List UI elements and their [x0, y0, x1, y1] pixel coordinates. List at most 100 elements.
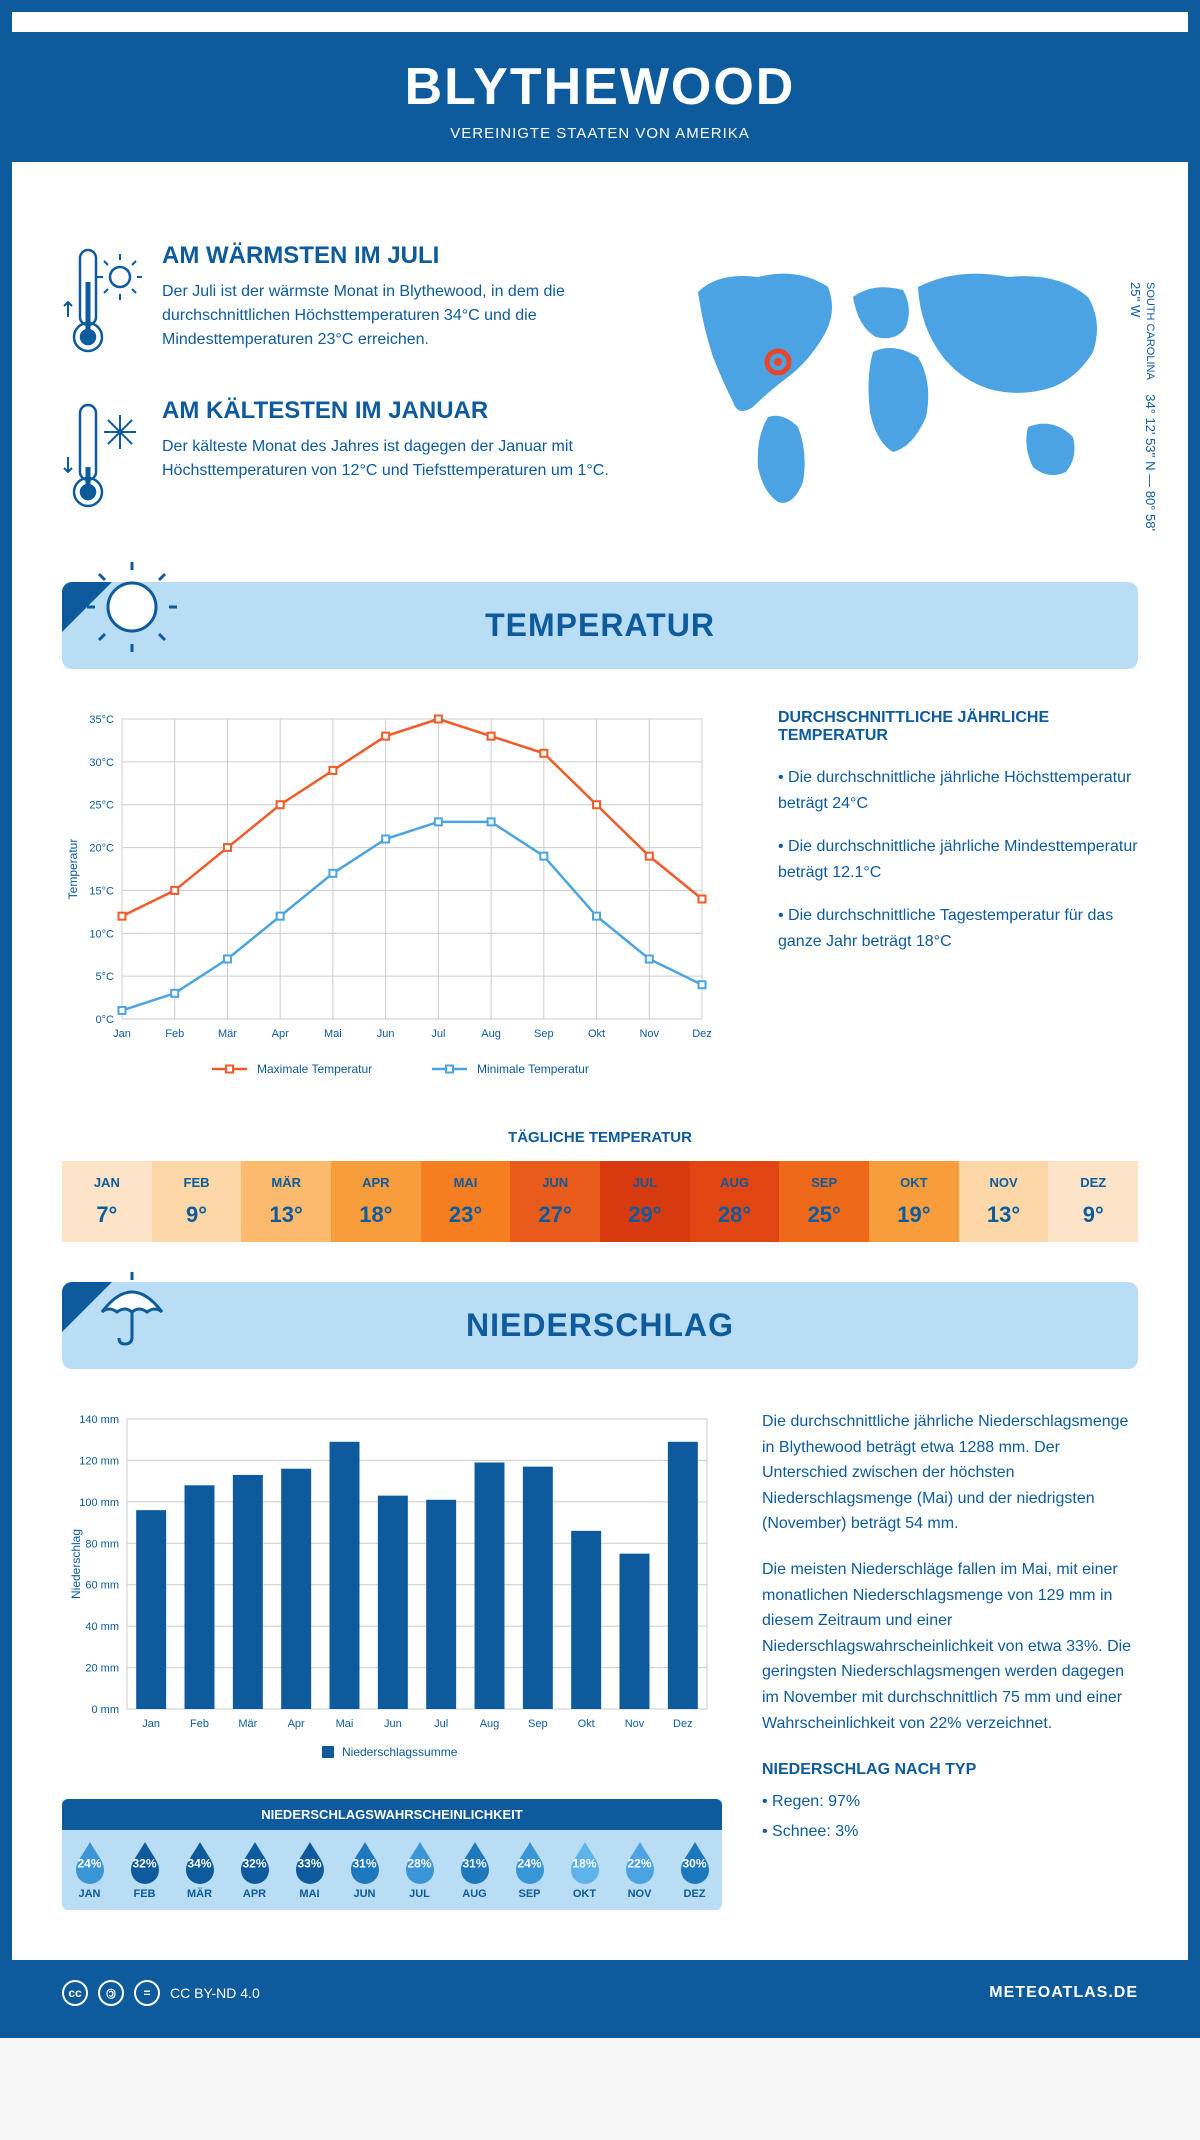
raindrop-icon: 31%: [457, 1840, 493, 1884]
svg-text:120 mm: 120 mm: [79, 1455, 119, 1467]
probability-month: JAN: [62, 1888, 117, 1900]
daily-temp-cell: OKT19°: [869, 1161, 959, 1242]
svg-text:Mär: Mär: [218, 1028, 237, 1040]
probability-cell: 31% AUG: [447, 1840, 502, 1900]
svg-text:Okt: Okt: [578, 1718, 595, 1730]
svg-text:0 mm: 0 mm: [92, 1704, 120, 1716]
svg-text:Nov: Nov: [639, 1028, 659, 1040]
probability-value: 31%: [352, 1856, 376, 1870]
precip-para-1: Die durchschnittliche jährliche Niedersc…: [762, 1409, 1138, 1537]
avg-bullet-2: • Die durchschnittliche jährliche Mindes…: [778, 834, 1138, 885]
daily-temp-cell: MÄR13°: [241, 1161, 331, 1242]
probability-month: JUN: [337, 1888, 392, 1900]
umbrella-icon: [87, 1262, 177, 1352]
page: BLYTHEWOOD VEREINIGTE STAATEN VON AMERIK…: [0, 0, 1200, 2038]
daily-temp-month: JUN: [510, 1175, 600, 1190]
svg-text:30°C: 30°C: [89, 757, 114, 769]
precip-para-2: Die meisten Niederschläge fallen im Mai,…: [762, 1557, 1138, 1736]
sun-icon: [87, 562, 177, 652]
precip-header-title: NIEDERSCHLAG: [62, 1307, 1138, 1344]
probability-cell: 34% MÄR: [172, 1840, 227, 1900]
coldest-text: Der kälteste Monat des Jahres ist dagege…: [162, 435, 618, 483]
coldest-title: AM KÄLTESTEN IM JANUAR: [162, 397, 618, 425]
svg-text:60 mm: 60 mm: [85, 1580, 119, 1592]
temp-averages-text: DURCHSCHNITTLICHE JÄHRLICHE TEMPERATUR •…: [778, 709, 1138, 1094]
svg-text:Feb: Feb: [190, 1718, 209, 1730]
svg-text:Aug: Aug: [481, 1028, 501, 1040]
probability-cell: 18% OKT: [557, 1840, 612, 1900]
probability-cell: 32% FEB: [117, 1840, 172, 1900]
probability-month: AUG: [447, 1888, 502, 1900]
daily-temp-value: 13°: [959, 1202, 1049, 1228]
raindrop-icon: 32%: [237, 1840, 273, 1884]
raindrop-icon: 22%: [622, 1840, 658, 1884]
daily-temp-cell: JUN27°: [510, 1161, 600, 1242]
city-title: BLYTHEWOOD: [2, 57, 1198, 117]
raindrop-icon: 33%: [292, 1840, 328, 1884]
probability-cell: 24% SEP: [502, 1840, 557, 1900]
daily-temp-value: 7°: [62, 1202, 152, 1228]
footer: cc 🄯 = CC BY-ND 4.0 METEOATLAS.DE: [12, 1960, 1188, 2026]
by-icon: 🄯: [98, 1980, 124, 2006]
daily-temp-value: 28°: [690, 1202, 780, 1228]
coordinates: SOUTH CAROLINA 34° 12' 53'' N — 80° 58' …: [1128, 282, 1158, 552]
probability-month: JUL: [392, 1888, 447, 1900]
raindrop-icon: 30%: [677, 1840, 713, 1884]
raindrop-icon: 24%: [72, 1840, 108, 1884]
svg-text:Mai: Mai: [324, 1028, 342, 1040]
precipitation-bar-chart: 0 mm20 mm40 mm60 mm80 mm100 mm120 mm140 …: [62, 1409, 722, 1774]
precip-type-title: NIEDERSCHLAG NACH TYP: [762, 1761, 1138, 1779]
warmest-text: Der Juli ist der wärmste Monat in Blythe…: [162, 280, 618, 352]
svg-text:100 mm: 100 mm: [79, 1497, 119, 1509]
daily-temp-month: JUL: [600, 1175, 690, 1190]
daily-temp-month: OKT: [869, 1175, 959, 1190]
warmest-block: AM WÄRMSTEN IM JULI Der Juli ist der wär…: [62, 242, 618, 367]
probability-value: 22%: [627, 1856, 651, 1870]
svg-text:10°C: 10°C: [89, 928, 114, 940]
precip-type-2: • Schnee: 3%: [762, 1819, 1138, 1845]
daily-temp-cell: NOV 13°: [959, 1161, 1049, 1242]
probability-value: 33%: [297, 1856, 321, 1870]
daily-temp-month: DEZ: [1048, 1175, 1138, 1190]
daily-temp-cell: JAN 7°: [62, 1161, 152, 1242]
daily-temp-title: TÄGLICHE TEMPERATUR: [62, 1129, 1138, 1146]
raindrop-icon: 31%: [347, 1840, 383, 1884]
daily-temp-row: JAN7°FEB9°MÄR13°APR18°MAI23°JUN27°JUL29°…: [62, 1161, 1138, 1242]
precip-text: Die durchschnittliche jährliche Niedersc…: [762, 1409, 1138, 1910]
precip-section-header: NIEDERSCHLAG: [62, 1282, 1138, 1369]
svg-text:40 mm: 40 mm: [85, 1621, 119, 1633]
daily-temp-month: NOV: [959, 1175, 1049, 1190]
svg-text:15°C: 15°C: [89, 885, 114, 897]
svg-text:Aug: Aug: [480, 1718, 500, 1730]
svg-text:140 mm: 140 mm: [79, 1414, 119, 1426]
svg-text:80 mm: 80 mm: [85, 1538, 119, 1550]
svg-text:Jul: Jul: [431, 1028, 445, 1040]
avg-bullet-3: • Die durchschnittliche Tagestemperatur …: [778, 903, 1138, 954]
probability-cell: 33% MAI: [282, 1840, 337, 1900]
svg-text:Sep: Sep: [528, 1718, 548, 1730]
probability-cell: 31% JUN: [337, 1840, 392, 1900]
daily-temp-month: AUG: [690, 1175, 780, 1190]
daily-temp-month: MÄR: [241, 1175, 331, 1190]
raindrop-icon: 24%: [512, 1840, 548, 1884]
daily-temp-value: 9°: [152, 1202, 242, 1228]
temp-header-title: TEMPERATUR: [62, 607, 1138, 644]
temp-section-header: TEMPERATUR: [62, 582, 1138, 669]
avg-bullet-1: • Die durchschnittliche jährliche Höchst…: [778, 765, 1138, 816]
daily-temp-cell: JUL29°: [600, 1161, 690, 1242]
header-banner: BLYTHEWOOD VEREINIGTE STAATEN VON AMERIK…: [2, 32, 1198, 162]
probability-value: 30%: [682, 1856, 706, 1870]
svg-text:Dez: Dez: [673, 1718, 693, 1730]
daily-temp-month: JAN: [62, 1175, 152, 1190]
svg-text:Dez: Dez: [692, 1028, 712, 1040]
probability-header: NIEDERSCHLAGSWAHRSCHEINLICHKEIT: [62, 1799, 722, 1830]
daily-temp-month: FEB: [152, 1175, 242, 1190]
footer-site: METEOATLAS.DE: [989, 1984, 1138, 2002]
svg-text:Jul: Jul: [434, 1718, 448, 1730]
svg-text:Feb: Feb: [165, 1028, 184, 1040]
svg-text:Maximale Temperatur: Maximale Temperatur: [257, 1062, 372, 1076]
daily-temp-value: 18°: [331, 1202, 421, 1228]
probability-value: 18%: [572, 1856, 596, 1870]
svg-text:Jun: Jun: [384, 1718, 402, 1730]
svg-text:0°C: 0°C: [96, 1014, 115, 1026]
